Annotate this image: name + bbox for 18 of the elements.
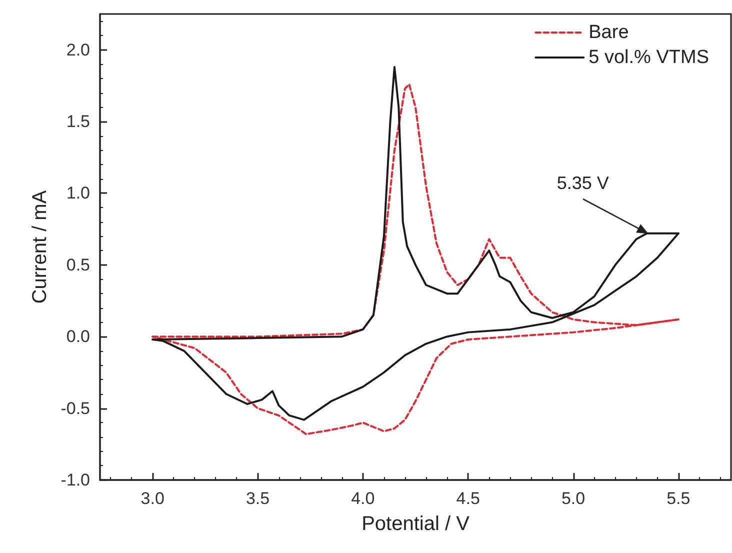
x-axis-title: Potential / V bbox=[362, 513, 470, 535]
y-tick-label: 1.0 bbox=[66, 184, 90, 203]
y-tick-label: 0.0 bbox=[66, 327, 90, 346]
x-tick-label: 4.5 bbox=[456, 489, 480, 508]
x-tick-label: 4.0 bbox=[351, 489, 375, 508]
legend-label: 5 vol.% VTMS bbox=[588, 47, 710, 68]
y-tick-label: -1.0 bbox=[60, 470, 90, 490]
y-axis-title: Current / mA bbox=[28, 190, 51, 304]
y-tick-label: -0.5 bbox=[60, 398, 90, 418]
annotation: 5.35 V bbox=[556, 173, 609, 194]
legend-label: Bare bbox=[588, 22, 629, 43]
y-tick-label: 0.5 bbox=[66, 255, 90, 274]
x-tick-label: 5.5 bbox=[666, 489, 690, 508]
y-tick-label: 2.0 bbox=[66, 40, 90, 60]
x-tick-label: 3.0 bbox=[140, 489, 164, 508]
y-tick-label: 1.5 bbox=[66, 112, 90, 132]
x-tick-label: 5.0 bbox=[561, 489, 586, 508]
x-tick-label: 3.5 bbox=[246, 489, 270, 508]
